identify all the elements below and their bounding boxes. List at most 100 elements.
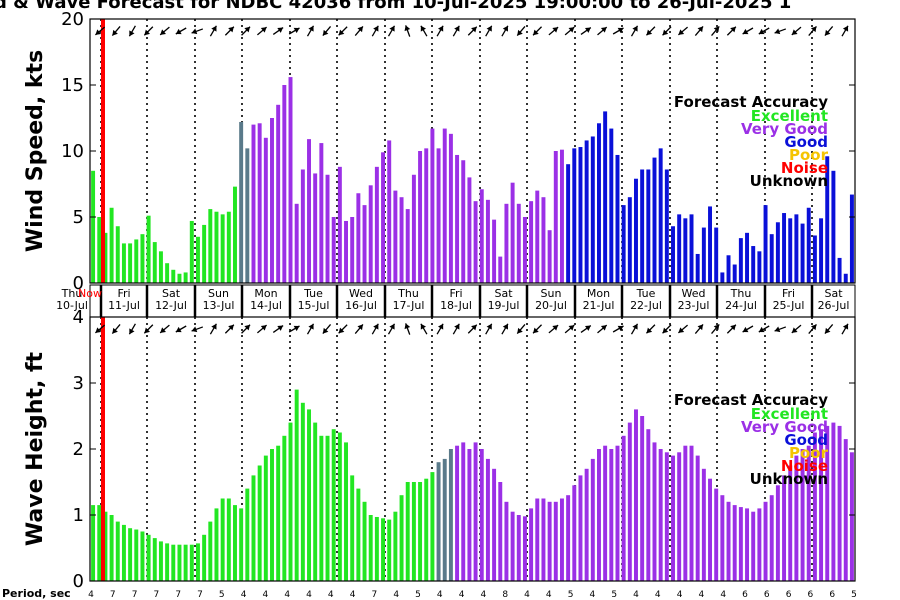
wave-bar xyxy=(775,485,780,581)
wind-bar xyxy=(424,148,429,283)
wind-bar xyxy=(701,227,706,283)
wave-bar xyxy=(597,449,601,581)
wind-wind-arrow xyxy=(128,25,136,37)
wave-wind-arrow xyxy=(272,325,284,333)
wave-bar xyxy=(467,449,472,581)
period-value: 4 xyxy=(241,590,247,600)
arrow-head xyxy=(568,325,575,331)
arrow-head xyxy=(730,324,736,331)
day-name-label: Tue xyxy=(636,287,656,300)
wave-bar xyxy=(584,468,589,581)
wind-bar xyxy=(313,173,318,283)
period-value: 4 xyxy=(328,590,334,600)
wind-bar xyxy=(307,139,311,283)
wave-bar xyxy=(720,495,725,581)
arrow-head xyxy=(338,29,345,36)
wind-bar xyxy=(504,203,509,283)
now-label: Now xyxy=(78,287,102,300)
wave-bar xyxy=(158,541,163,581)
wind-bar xyxy=(640,169,645,283)
wind-bar xyxy=(387,140,392,283)
wind-bar xyxy=(831,170,836,283)
wave-wind-arrow xyxy=(224,324,235,334)
day-name-label: Sat xyxy=(494,287,513,300)
period-value: 5 xyxy=(219,590,225,600)
wind-bar xyxy=(152,242,157,283)
wind-bar xyxy=(430,128,435,283)
wind-wind-arrow xyxy=(612,27,624,35)
wave-bar xyxy=(313,422,318,581)
arrow-head xyxy=(662,29,669,36)
day-date-label: 23-Jul xyxy=(678,299,710,312)
arrow-head xyxy=(758,28,765,35)
wind-bar xyxy=(158,251,163,283)
wave-bar xyxy=(782,475,787,581)
day-name-label: Tue xyxy=(303,287,323,300)
wave-wind-arrow xyxy=(548,324,559,334)
wave-bar xyxy=(812,432,817,581)
wave-wind-arrow xyxy=(371,323,379,335)
wind-bar xyxy=(671,226,675,283)
wave-ytick-label: 1 xyxy=(73,505,84,526)
wind-wind-arrow xyxy=(241,26,251,36)
wave-bar xyxy=(794,455,799,581)
wind-speed-panel: 0 5 10 15 20 Wind Speed, kts Forecast Accuracy… xyxy=(23,9,856,318)
arrow-head xyxy=(646,327,653,334)
day-date-label: 17-Jul xyxy=(393,299,425,312)
wind-bar xyxy=(658,148,663,283)
wave-wind-arrow xyxy=(662,324,672,334)
wave-bar xyxy=(566,495,571,581)
wind-bar xyxy=(825,156,830,283)
wave-wind-arrow xyxy=(128,323,136,335)
arrow-head xyxy=(533,29,539,36)
wind-wind-arrow xyxy=(564,26,575,36)
wave-bar xyxy=(819,429,824,581)
wave-wind-arrow xyxy=(677,324,689,334)
day-date-label: 24-Jul xyxy=(725,299,757,312)
day-name-label: Thu xyxy=(730,287,752,300)
wind-bar xyxy=(819,218,824,283)
arrow-head xyxy=(697,26,704,33)
wind-bar xyxy=(763,205,768,283)
arrow-head xyxy=(438,25,444,32)
arrow-head xyxy=(228,324,234,331)
wind-bar xyxy=(140,234,145,283)
wind-bar xyxy=(572,148,577,283)
day-name-label: Thu xyxy=(61,287,83,300)
wave-bar xyxy=(664,452,669,581)
wind-bar xyxy=(615,154,620,283)
wind-bar xyxy=(436,148,441,283)
wind-bar xyxy=(609,128,614,283)
wind-bar xyxy=(812,235,817,283)
arrow-head xyxy=(791,29,798,35)
wind-bar xyxy=(708,206,712,283)
wave-wind-arrow xyxy=(467,324,478,334)
wave-bar xyxy=(800,449,805,581)
wind-ytick-label: 10 xyxy=(61,141,84,162)
wave-bar xyxy=(220,498,225,581)
wave-bar xyxy=(658,449,663,581)
wave-wind-arrow xyxy=(209,323,217,335)
wave-bar xyxy=(683,445,688,581)
wave-bar xyxy=(553,501,558,581)
wind-wind-arrow xyxy=(841,25,849,37)
arrow-head xyxy=(277,325,284,331)
wave-wind-arrow xyxy=(322,323,332,335)
period-value: 4 xyxy=(481,590,487,600)
chart-title: d & Wave Forecast for NDBC 42036 from 10… xyxy=(0,0,791,13)
wave-bar xyxy=(195,543,200,581)
wind-bar xyxy=(350,217,355,283)
wave-bar xyxy=(134,529,139,581)
wave-wind-arrow xyxy=(288,325,300,333)
day-date-label: 15-Jul xyxy=(298,299,330,312)
wind-wind-arrow xyxy=(371,25,379,37)
wave-ytick-label: 3 xyxy=(73,373,84,394)
period-value: 7 xyxy=(372,590,378,600)
wave-bar xyxy=(442,458,447,581)
wave-bar xyxy=(769,495,774,581)
wind-wind-arrow xyxy=(516,25,526,37)
wind-bar xyxy=(220,214,225,283)
wind-bar xyxy=(121,243,126,283)
wind-bar xyxy=(738,238,743,283)
